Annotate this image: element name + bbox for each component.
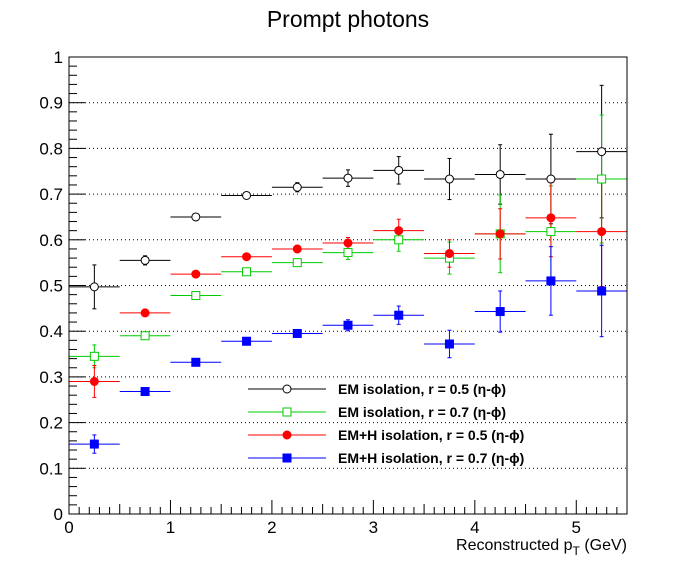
data-point	[140, 255, 150, 265]
data-point	[546, 213, 556, 223]
axis-ticks	[68, 56, 628, 515]
data-point	[597, 286, 607, 296]
x-axis-label-unit: (GeV)	[580, 537, 627, 554]
data-point	[444, 249, 454, 259]
data-point	[140, 387, 150, 397]
legend-label: EM+H isolation, r = 0.7 (η-ϕ)	[338, 450, 524, 466]
x-axis-label: Reconstructed pT (GeV)	[456, 537, 627, 558]
data-point	[89, 282, 99, 292]
data-point	[242, 336, 252, 346]
y-tick-label: 0.6	[39, 231, 63, 250]
data-point	[292, 182, 302, 192]
y-tick-label: 0.1	[39, 459, 63, 478]
data-point	[394, 310, 404, 320]
y-tick-label: 0.8	[39, 139, 63, 158]
data-markers	[89, 147, 607, 449]
data-point	[444, 174, 454, 184]
axis-tick-labels: 0 0.1 0.2 0.3 0.4 0.5 0.6 0.7 0.8 0.9 1 0 1 2 3 4 5	[39, 48, 581, 537]
grid-lines	[69, 102, 627, 469]
data-point	[546, 174, 556, 184]
legend-entry: EM isolation, r = 0.7 (η-ϕ)	[248, 404, 506, 420]
legend-label: EM isolation, r = 0.7 (η-ϕ)	[338, 404, 506, 420]
data-point	[343, 173, 353, 183]
data-point	[191, 291, 201, 301]
legend-entry: EM+H isolation, r = 0.7 (η-ϕ)	[248, 450, 524, 466]
data-point	[242, 190, 252, 200]
x-axis-label-subscript: T	[573, 544, 581, 558]
data-point	[394, 235, 404, 245]
data-point	[597, 174, 607, 184]
data-point	[495, 307, 505, 317]
data-point	[89, 351, 99, 361]
legend-label: EM isolation, r = 0.5 (η-ϕ)	[338, 381, 506, 397]
data-point	[89, 439, 99, 449]
data-point	[140, 308, 150, 318]
data-point	[495, 229, 505, 239]
x-tick-label: 5	[572, 518, 581, 537]
data-point	[191, 357, 201, 367]
legend-entry: EM isolation, r = 0.5 (η-ϕ)	[248, 381, 506, 397]
y-tick-label: 0.2	[39, 414, 63, 433]
data-point	[394, 165, 404, 175]
data-point	[191, 212, 201, 222]
data-point	[89, 376, 99, 386]
data-point	[242, 252, 252, 262]
y-tick-label: 1	[54, 48, 63, 67]
data-point	[242, 267, 252, 277]
data-point	[343, 248, 353, 258]
x-tick-label: 4	[470, 518, 479, 537]
y-tick-label: 0.3	[39, 368, 63, 387]
data-point	[343, 238, 353, 248]
data-point	[292, 244, 302, 254]
y-tick-label: 0.4	[39, 322, 63, 341]
data-point	[444, 339, 454, 349]
legend-marker	[282, 453, 292, 463]
data-point	[495, 169, 505, 179]
y-tick-label: 0	[54, 505, 63, 524]
legend-marker	[282, 384, 292, 394]
y-tick-label: 0.7	[39, 185, 63, 204]
legend: EM isolation, r = 0.5 (η-ϕ) EM isolation,…	[248, 381, 524, 466]
x-tick-label: 0	[64, 518, 73, 537]
legend-label: EM+H isolation, r = 0.5 (η-ϕ)	[338, 427, 524, 443]
data-point	[546, 276, 556, 286]
data-point	[292, 328, 302, 338]
chart-title: Prompt photons	[267, 6, 429, 32]
y-tick-label: 0.9	[39, 94, 63, 113]
legend-entry: EM+H isolation, r = 0.5 (η-ϕ)	[248, 427, 524, 443]
data-point	[597, 147, 607, 157]
legend-marker	[282, 430, 292, 440]
data-point	[292, 258, 302, 268]
x-tick-label: 2	[267, 518, 276, 537]
data-point	[546, 227, 556, 237]
data-point	[597, 227, 607, 237]
x-tick-label: 3	[369, 518, 378, 537]
data-point	[191, 269, 201, 279]
data-point	[343, 320, 353, 330]
x-tick-label: 1	[166, 518, 175, 537]
data-point	[394, 226, 404, 236]
y-tick-label: 0.5	[39, 277, 63, 296]
data-point	[140, 331, 150, 341]
legend-marker	[282, 407, 292, 417]
